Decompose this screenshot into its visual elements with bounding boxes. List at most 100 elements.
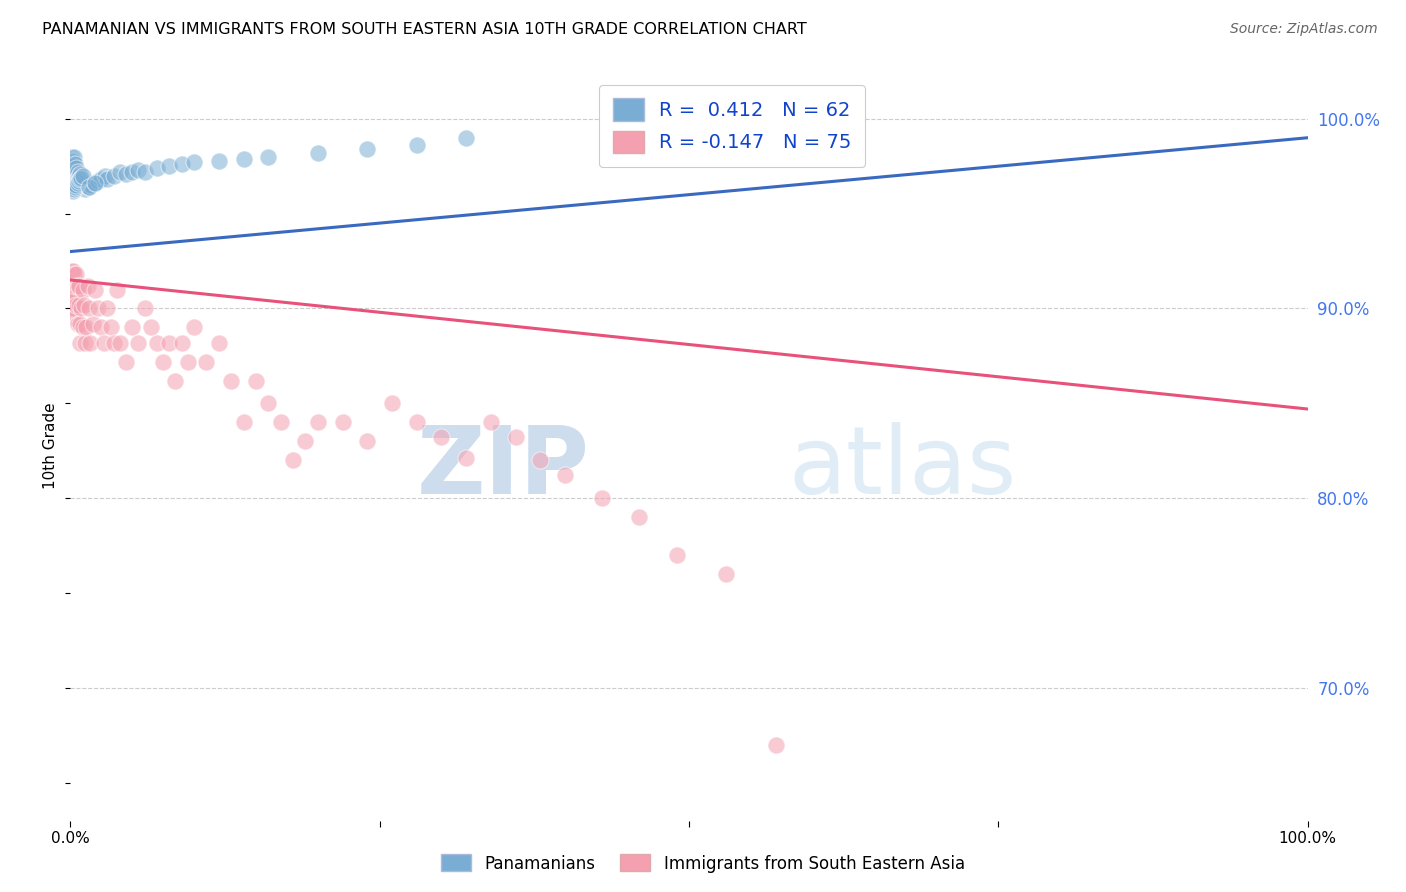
- Point: [183, 320, 205, 334]
- Point: [84, 176, 107, 190]
- Point: [195, 354, 218, 368]
- Point: [69, 174, 91, 188]
- Point: [86, 301, 108, 316]
- Point: [63, 159, 86, 173]
- Point: [70, 172, 93, 186]
- Point: [86, 174, 108, 188]
- Point: [108, 165, 131, 179]
- Point: [76, 278, 98, 293]
- Point: [73, 298, 96, 312]
- Point: [100, 320, 122, 334]
- Point: [93, 335, 115, 350]
- Point: [67, 298, 90, 312]
- Point: [105, 283, 128, 297]
- Point: [69, 172, 91, 186]
- Point: [65, 290, 87, 304]
- Point: [257, 396, 280, 410]
- Point: [65, 180, 87, 194]
- Point: [152, 354, 174, 368]
- Point: [67, 176, 90, 190]
- Point: [84, 283, 107, 297]
- Point: [63, 286, 86, 301]
- Point: [356, 434, 378, 449]
- Point: [77, 180, 100, 194]
- Point: [65, 172, 87, 186]
- Point: [65, 268, 87, 282]
- Point: [170, 335, 193, 350]
- Point: [66, 176, 89, 190]
- Point: [65, 157, 87, 171]
- Point: [628, 510, 651, 524]
- Point: [72, 320, 94, 334]
- Point: [219, 374, 242, 388]
- Point: [332, 415, 354, 429]
- Point: [157, 335, 180, 350]
- Point: [356, 142, 378, 156]
- Point: [62, 301, 84, 316]
- Point: [456, 451, 478, 466]
- Point: [183, 155, 205, 169]
- Point: [69, 317, 91, 331]
- Point: [157, 159, 180, 173]
- Point: [165, 374, 187, 388]
- Point: [62, 283, 84, 297]
- Point: [65, 176, 87, 190]
- Point: [69, 167, 91, 181]
- Point: [62, 184, 84, 198]
- Point: [96, 172, 118, 186]
- Point: [65, 161, 87, 175]
- Point: [72, 169, 94, 183]
- Point: [63, 182, 86, 196]
- Point: [66, 165, 89, 179]
- Point: [62, 165, 84, 179]
- Point: [60, 159, 83, 173]
- Point: [63, 310, 86, 325]
- Text: PANAMANIAN VS IMMIGRANTS FROM SOUTH EASTERN ASIA 10TH GRADE CORRELATION CHART: PANAMANIAN VS IMMIGRANTS FROM SOUTH EAST…: [42, 22, 807, 37]
- Point: [307, 415, 329, 429]
- Point: [134, 165, 156, 179]
- Point: [75, 335, 97, 350]
- Point: [170, 157, 193, 171]
- Point: [134, 301, 156, 316]
- Point: [232, 152, 254, 166]
- Point: [72, 178, 94, 193]
- Text: ZIP: ZIP: [418, 423, 591, 515]
- Point: [208, 335, 231, 350]
- Point: [75, 178, 97, 193]
- Point: [121, 165, 143, 179]
- Point: [65, 298, 87, 312]
- Point: [75, 320, 97, 334]
- Point: [281, 453, 304, 467]
- Point: [67, 169, 90, 183]
- Point: [65, 165, 87, 179]
- Text: atlas: atlas: [787, 423, 1017, 515]
- Point: [529, 453, 551, 467]
- Point: [94, 169, 117, 183]
- Point: [430, 430, 453, 444]
- Point: [245, 374, 267, 388]
- Point: [65, 169, 87, 183]
- Point: [665, 548, 688, 562]
- Point: [108, 335, 131, 350]
- Point: [73, 176, 96, 190]
- Point: [80, 178, 103, 193]
- Point: [84, 176, 107, 190]
- Point: [69, 335, 91, 350]
- Point: [63, 178, 86, 193]
- Point: [115, 354, 138, 368]
- Point: [60, 169, 83, 183]
- Point: [62, 172, 84, 186]
- Point: [479, 415, 502, 429]
- Point: [505, 430, 527, 444]
- Point: [72, 283, 94, 297]
- Text: Source: ZipAtlas.com: Source: ZipAtlas.com: [1230, 22, 1378, 37]
- Point: [146, 335, 169, 350]
- Point: [70, 301, 93, 316]
- Point: [591, 491, 613, 505]
- Legend: Panamanians, Immigrants from South Eastern Asia: Panamanians, Immigrants from South Easte…: [434, 847, 972, 880]
- Point: [405, 138, 427, 153]
- Point: [75, 182, 97, 196]
- Point: [103, 335, 125, 350]
- Point: [66, 172, 89, 186]
- Point: [65, 178, 87, 193]
